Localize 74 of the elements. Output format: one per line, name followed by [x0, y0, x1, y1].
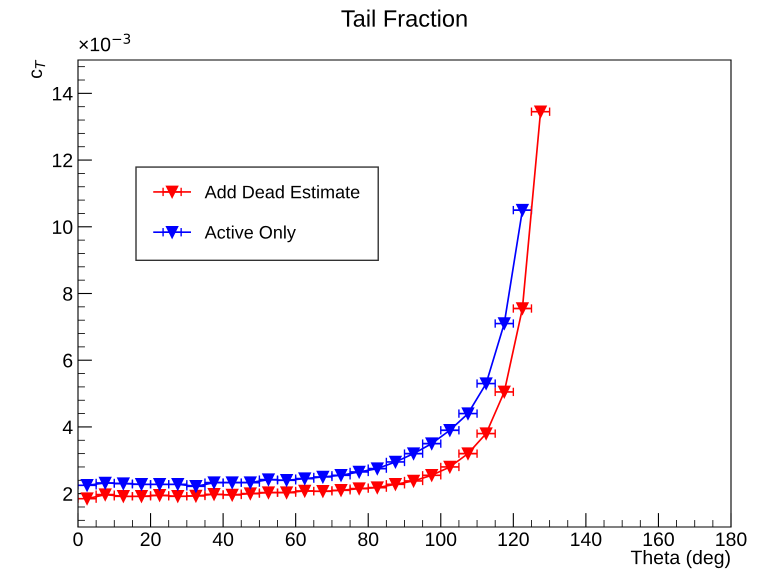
- x-tick-label: 180: [716, 532, 746, 546]
- point: [516, 204, 529, 216]
- y-tick-label: 2: [63, 487, 72, 501]
- point: [462, 447, 474, 460]
- point: [280, 486, 293, 499]
- point: [98, 488, 112, 501]
- point: [480, 377, 492, 390]
- text: ×10$^{−3}$: [79, 34, 130, 52]
- point: [280, 474, 293, 487]
- point: [208, 488, 220, 501]
- point: [190, 480, 202, 493]
- point: [117, 490, 130, 503]
- y-tick-label: 12: [52, 154, 72, 168]
- point: [334, 484, 348, 497]
- legend-label: Active Only: [204, 225, 296, 242]
- point: [352, 482, 366, 495]
- point: [425, 437, 438, 450]
- point: [80, 479, 94, 492]
- point: [153, 489, 166, 502]
- y-tick-label: 14: [52, 87, 73, 100]
- point: [425, 469, 438, 482]
- point: [371, 481, 384, 494]
- point: [117, 477, 130, 490]
- point: [80, 492, 94, 505]
- y-axis-title: c$_{T}$: [31, 60, 46, 78]
- point: [153, 478, 166, 491]
- point: [516, 302, 529, 315]
- point: [172, 478, 184, 491]
- y-tick-label: 6: [63, 354, 72, 368]
- x-tick-label: 120: [498, 532, 529, 546]
- point: [389, 456, 402, 468]
- x-tick-label: 140: [571, 532, 602, 546]
- x-tick-label: 20: [140, 532, 161, 546]
- y-tick-label: 4: [62, 420, 73, 434]
- point: [462, 407, 474, 420]
- point: [316, 470, 330, 484]
- point: [172, 490, 184, 503]
- point: [244, 487, 257, 500]
- point: [298, 472, 311, 485]
- point: [190, 490, 202, 502]
- point: [498, 386, 511, 398]
- point: [371, 462, 384, 475]
- point: [407, 474, 420, 488]
- point: [498, 317, 511, 330]
- point: [262, 486, 275, 499]
- x-tick-label: 80: [358, 532, 378, 546]
- point: [244, 476, 257, 489]
- point: [480, 427, 492, 440]
- point: [135, 490, 148, 503]
- point: [389, 478, 402, 491]
- point: [98, 476, 112, 490]
- point: [352, 466, 366, 478]
- point: [316, 485, 330, 498]
- x-tick-label: 60: [286, 532, 306, 546]
- x-axis-title: Theta (deg): [630, 550, 730, 568]
- legend-label: Add Dead Estimate: [204, 185, 360, 198]
- point: [226, 488, 238, 502]
- point: [135, 478, 148, 491]
- point: [407, 447, 420, 460]
- point: [262, 473, 275, 486]
- x-tick-label: 100: [426, 532, 456, 546]
- point: [444, 424, 456, 437]
- point: [444, 460, 456, 474]
- x-tick-label: 0: [73, 532, 83, 546]
- point: [298, 484, 311, 498]
- point: [334, 469, 348, 482]
- x-tick-label: 40: [212, 532, 234, 546]
- chart-title: Tail Fraction: [341, 10, 467, 27]
- y-tick-label: 10: [52, 220, 72, 234]
- x-tick-label: 160: [644, 532, 674, 546]
- point: [208, 476, 220, 489]
- point: [534, 105, 547, 118]
- point: [226, 476, 238, 489]
- y-tick-label: 8: [63, 286, 72, 301]
